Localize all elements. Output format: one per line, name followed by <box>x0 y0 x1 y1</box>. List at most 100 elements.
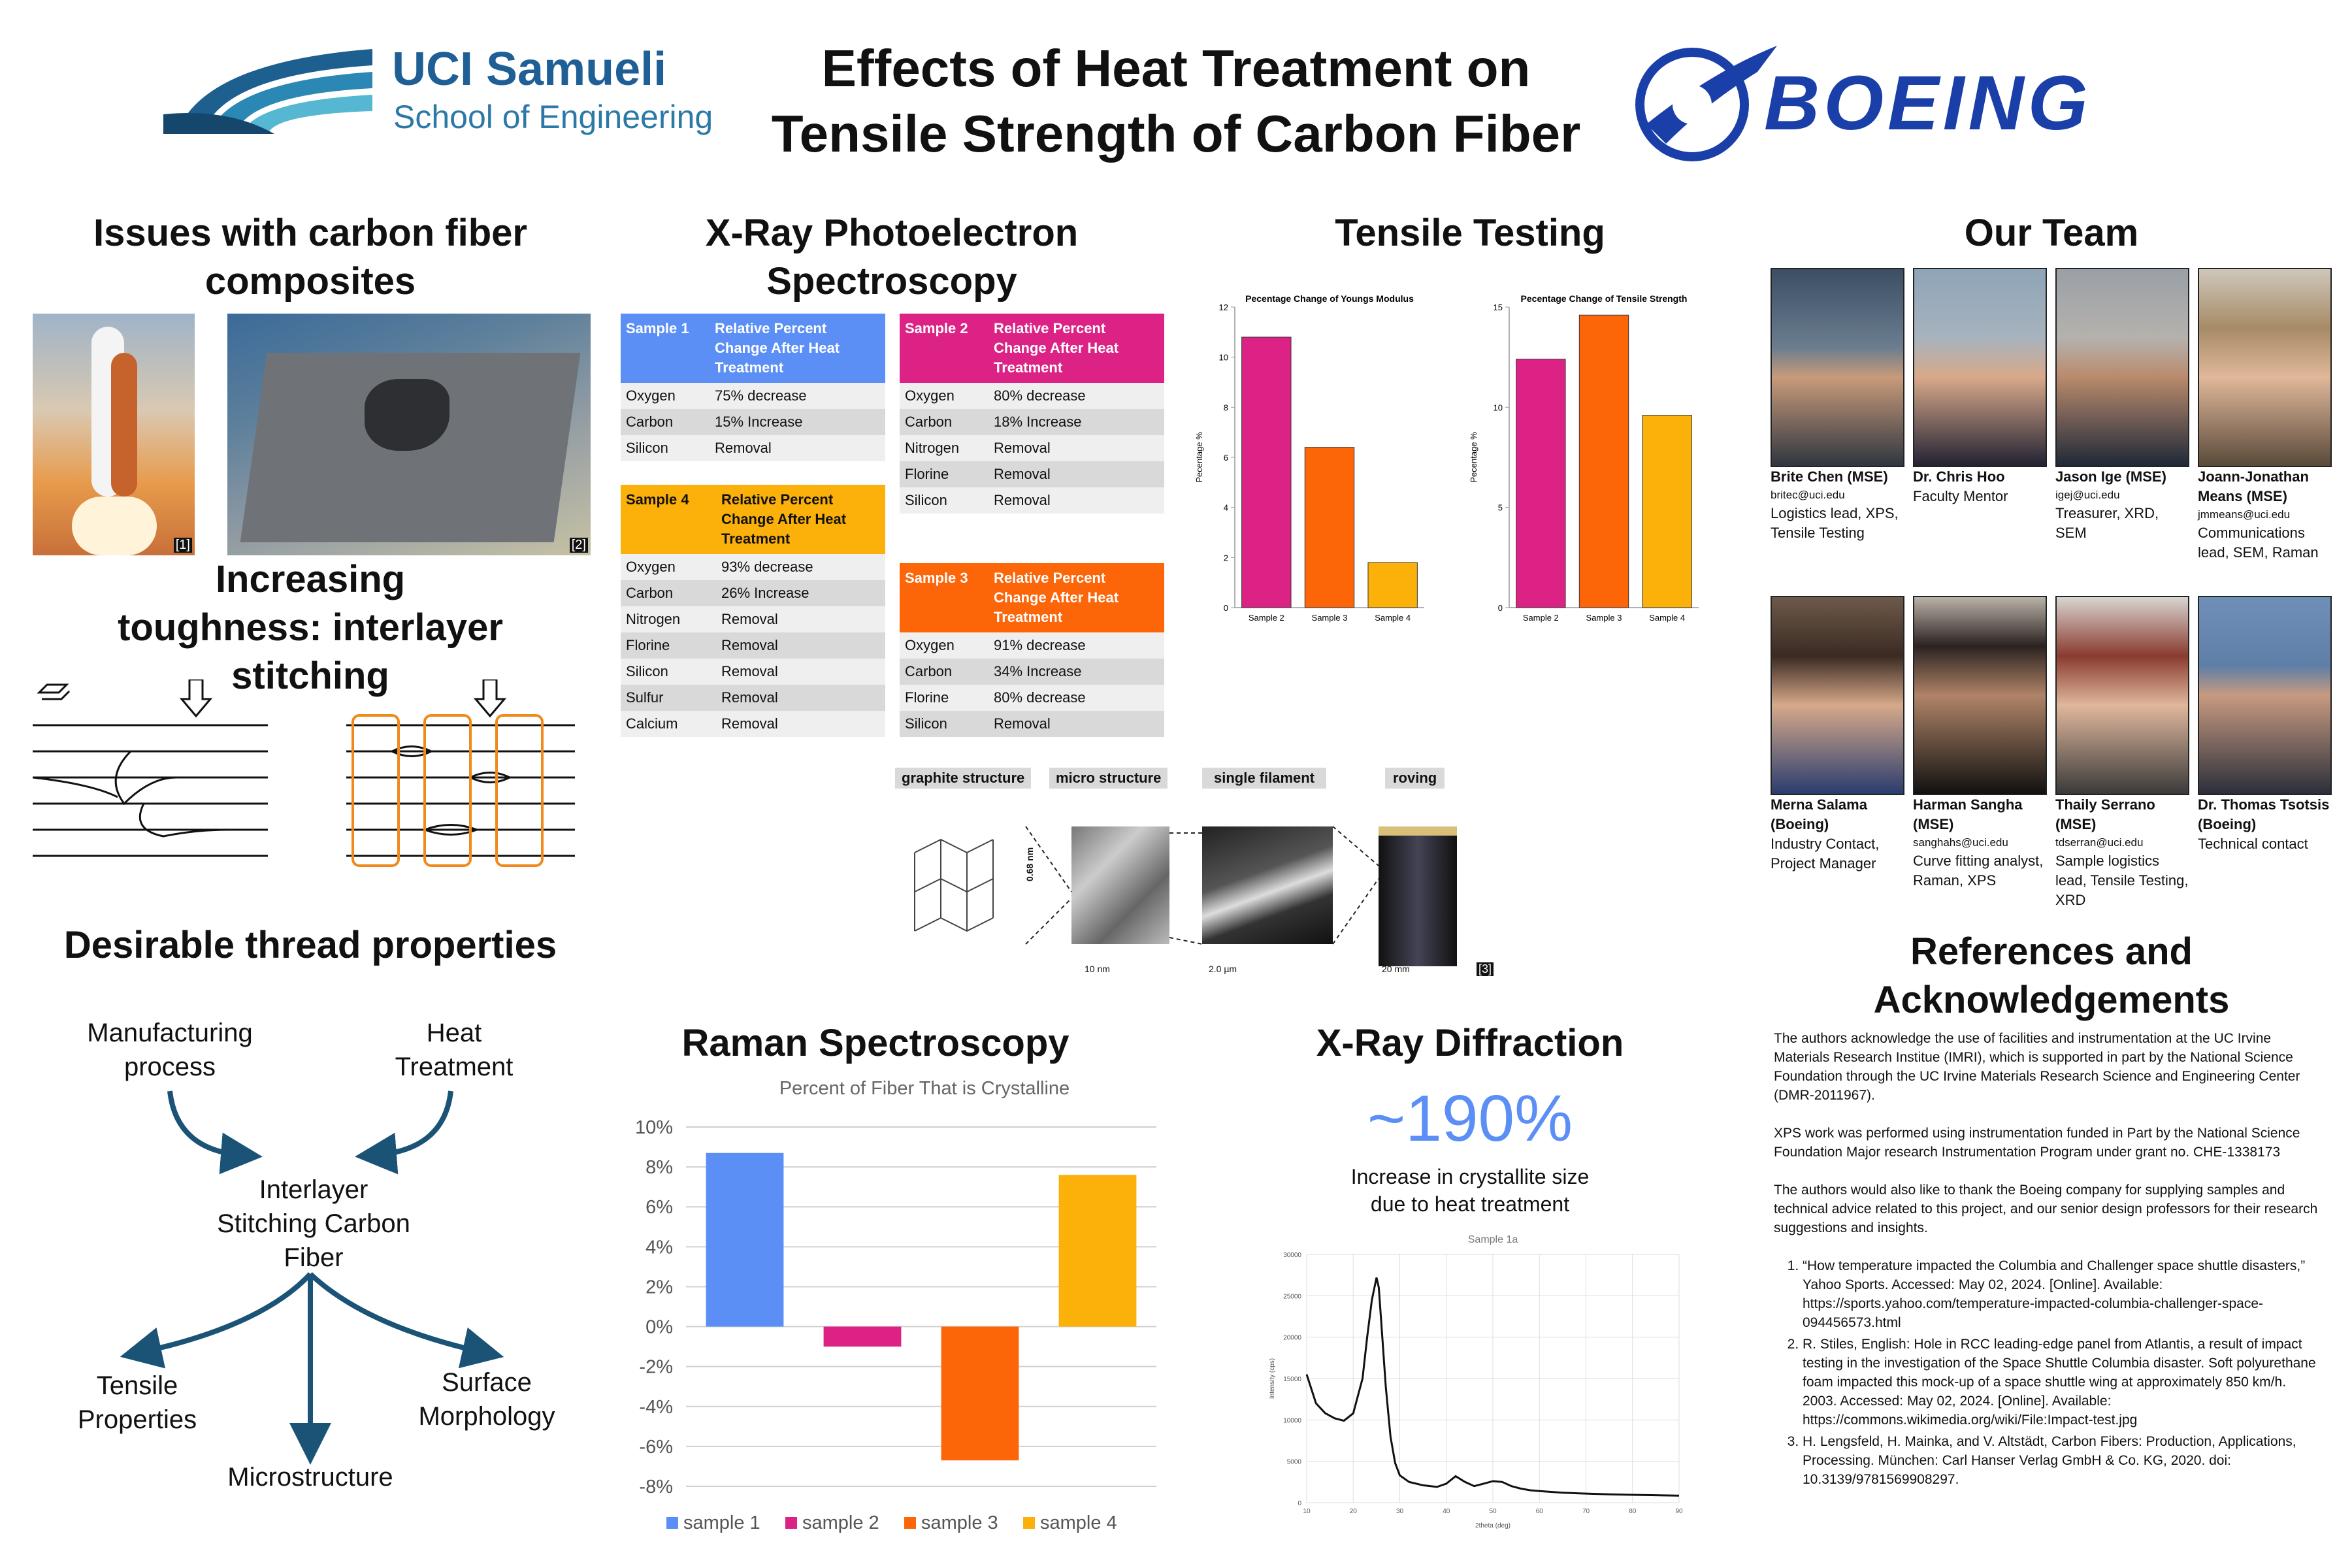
member-email: sanghahs@uci.edu <box>1913 836 2008 849</box>
refs-heading: References and Acknowledgements <box>1873 930 2230 1021</box>
bar <box>1642 415 1692 608</box>
xps-table-sample-1: Sample 1 Relative Percent Change After He… <box>621 314 885 461</box>
member-role: Curve fitting analyst, Raman, XPS <box>1913 853 2044 889</box>
chart-title: Pecentage Change of Youngs Modulus <box>1245 293 1414 304</box>
xps-sample-4-label: Sample 4 <box>621 485 716 554</box>
flow-heat: Heat Treatment <box>395 1019 514 1081</box>
x-tick-label: 60 <box>1536 1508 1544 1515</box>
y-tick-label: 10 <box>1494 402 1503 412</box>
x-tick-label: 30 <box>1396 1508 1404 1515</box>
y-tick-label: 15000 <box>1283 1376 1301 1383</box>
zoom-lines <box>1025 826 1379 945</box>
uci-logo-line2: School of Engineering <box>393 99 713 135</box>
member-name: Dr. Thomas Tsotsis (Boeing) <box>2198 796 2330 832</box>
flow-manufacturing: Manufacturing process <box>87 1019 253 1081</box>
ack-paragraph-3: The authors would also like to thank the… <box>1774 1183 2318 1235</box>
x-tick-label: Sample 4 <box>1649 613 1685 623</box>
table-row: Florine 80% decrease <box>900 685 1164 711</box>
stitched-layers-diagram <box>346 679 575 867</box>
member-name: Harman Sangha (MSE) <box>1913 796 2023 832</box>
y-axis-label: Pecentage % <box>1469 432 1478 483</box>
ack-paragraph-2: XPS work was performed using instrumenta… <box>1774 1126 2300 1160</box>
boeing-symbol-icon <box>1635 46 1777 161</box>
tensile-strength-chart: Pecentage Change of Tensile Strength Pece… <box>1469 293 1699 623</box>
bar <box>1578 314 1629 608</box>
team-member: Thaily Serrano (MSE) tdserran@uci.edu Sa… <box>2055 596 2189 910</box>
table-row: Oxygen 75% decrease <box>621 383 885 409</box>
scale-label-10nm: 10 nm <box>1085 964 1110 974</box>
legend-label: sample 3 <box>921 1512 998 1533</box>
uci-logo: UCI Samueli School of Engineering <box>163 36 732 140</box>
table-row: Nitrogen Removal <box>621 606 885 632</box>
table-row: Silicon Removal <box>900 487 1164 514</box>
x-tick-label: 20 <box>1350 1508 1358 1515</box>
y-tick-label: 12 <box>1219 302 1228 312</box>
impact-arrow-icon-2 <box>473 679 507 718</box>
x-tick-label: Sample 4 <box>1375 613 1411 623</box>
xrd-caption-line2: due to heat treatment <box>1370 1192 1570 1216</box>
y-tick-label: 10000 <box>1283 1417 1301 1424</box>
xrd-big-value: ~190% <box>1367 1082 1573 1155</box>
micro-structure-image <box>1071 826 1169 944</box>
y-tick-label: 0% <box>645 1317 673 1338</box>
title-line1: Effects of Heat Treatment on <box>821 39 1531 97</box>
graphite-lattice-icon <box>914 838 994 932</box>
ack-paragraph-1: The authors acknowledge the use of facil… <box>1774 1031 2300 1103</box>
legend-swatch <box>785 1517 797 1529</box>
y-tick-label: 10% <box>635 1117 673 1138</box>
legend-swatch <box>666 1517 678 1529</box>
y-tick-label: 5 <box>1498 503 1503 513</box>
structure-label-roving: roving <box>1385 768 1445 789</box>
team-heading: Our Team <box>1964 212 2139 254</box>
boeing-wordmark: BOEING <box>1764 60 2092 146</box>
flow-arrows <box>120 1090 504 1465</box>
xrd-heading: X-Ray Diffraction <box>1316 1022 1624 1064</box>
member-name: Jason Ige (MSE) <box>2055 468 2166 485</box>
legend-label: sample 4 <box>1040 1512 1117 1533</box>
y-tick-label: 10 <box>1219 353 1228 363</box>
flow-tensile: Tensile Properties <box>77 1371 197 1434</box>
avatar <box>2198 596 2332 795</box>
team-member: Dr. Chris Hoo Faculty Mentor <box>1913 268 2047 506</box>
x-tick-label: Sample 2 <box>1249 613 1284 623</box>
y-tick-label: -6% <box>639 1437 673 1458</box>
table-row: Carbon 34% Increase <box>900 659 1164 685</box>
y-tick-label: 8% <box>645 1157 673 1178</box>
x-tick-label: 40 <box>1443 1508 1450 1515</box>
xrd-chart: Sample 1a 0 5000 10000 15000 20000 25000 30000 1… <box>1269 1234 1683 1529</box>
x-axis-label: 2theta (deg) <box>1475 1522 1511 1529</box>
xps-sample-1-header: Relative Percent Change After Heat Treat… <box>710 314 885 383</box>
table-row: Florine Removal <box>621 632 885 659</box>
x-tick-label: 90 <box>1675 1508 1683 1515</box>
table-row: Carbon 26% Increase <box>621 580 885 606</box>
xps-sample-1-label: Sample 1 <box>621 314 710 383</box>
uci-logo-line1: UCI Samueli <box>392 43 667 95</box>
flow-center: Interlayer Stitching Carbon Fiber <box>217 1175 410 1272</box>
image-ref-2: [2] <box>569 538 588 553</box>
list-item: “How temperature impacted the Columbia a… <box>1803 1256 2323 1332</box>
xps-heading: X-Ray Photoelectron Spectroscopy <box>705 212 1079 302</box>
impact-arrow-icon <box>179 679 213 718</box>
bar <box>1304 447 1355 608</box>
team-member: Joann-Jonathan Means (MSE) jmmeans@uci.e… <box>2198 268 2332 563</box>
y-axis-label: Pecentage % <box>1194 432 1204 483</box>
avatar <box>1913 268 2047 467</box>
team-member: Jason Ige (MSE) igej@uci.edu Treasurer, … <box>2055 268 2189 543</box>
member-email: britec@uci.edu <box>1771 489 1845 501</box>
team-grid: Brite Chen (MSE) britec@uci.edu Logistic… <box>1771 268 2332 908</box>
y-tick-label: 30000 <box>1283 1252 1301 1259</box>
x-tick-label: 70 <box>1582 1508 1590 1515</box>
legend-label: sample 2 <box>802 1512 879 1533</box>
chart-title: Sample 1a <box>1468 1234 1518 1245</box>
team-member: Brite Chen (MSE) britec@uci.edu Logistic… <box>1771 268 1904 543</box>
table-row: Carbon 18% Increase <box>900 409 1164 435</box>
table-row: Oxygen 91% decrease <box>900 632 1164 659</box>
member-role: Communications lead, SEM, Raman <box>2198 525 2319 561</box>
table-row: Nitrogen Removal <box>900 435 1164 461</box>
y-tick-label: 4 <box>1224 503 1228 513</box>
structure-label-filament: single filament <box>1202 768 1327 789</box>
table-row: Silicon Removal <box>621 659 885 685</box>
xrd-caption-line1: Increase in crystallite size <box>1350 1165 1590 1188</box>
bar <box>1241 336 1292 608</box>
structure-label-graphite: graphite structure <box>895 768 1032 789</box>
